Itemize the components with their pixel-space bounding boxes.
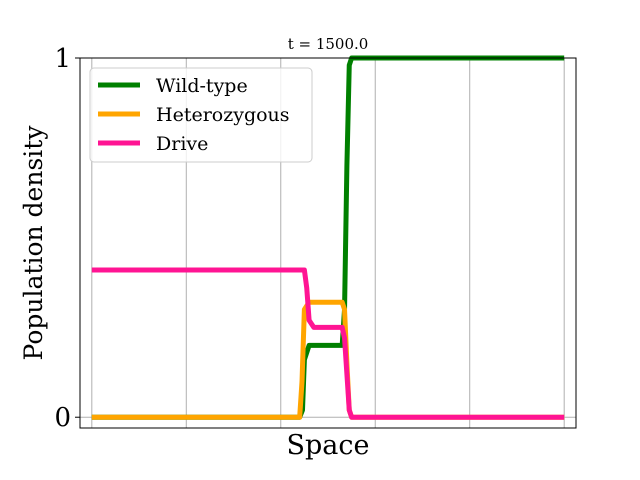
legend: Wild-type Heterozygous Drive (89, 67, 313, 163)
series-layer (91, 55, 565, 420)
series-line-drive (91, 267, 565, 420)
y-tick-label-0: 0 (54, 403, 71, 433)
y-axis-label: Population density (19, 125, 48, 361)
chart-title: t = 1500.0 (288, 35, 369, 53)
legend-box (89, 67, 313, 163)
y-tick-label-1: 1 (54, 44, 71, 74)
legend-label-wild-type: Wild-type (156, 75, 248, 97)
y-axis-ticks: 01 (54, 44, 80, 433)
legend-label-heterozygous: Heterozygous (156, 104, 290, 126)
x-axis-label: Space (287, 430, 370, 461)
plot-frame (79, 57, 577, 429)
legend-label-drive: Drive (156, 133, 208, 155)
